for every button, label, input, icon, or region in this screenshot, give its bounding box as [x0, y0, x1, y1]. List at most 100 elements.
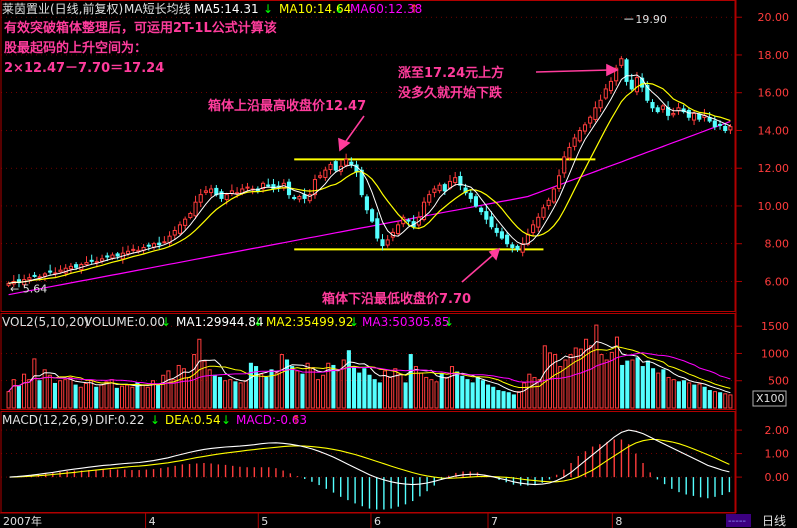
volume-bar	[429, 379, 434, 409]
volume-bar	[702, 386, 707, 409]
scroll-thumb[interactable]	[726, 514, 751, 527]
ma5-value: MA5:14.31	[194, 2, 259, 16]
candle-body	[245, 186, 250, 189]
volume-bar	[284, 359, 290, 409]
volume-bar	[413, 366, 418, 409]
volume-bar	[491, 386, 496, 409]
ma5-down-arrow-icon: ↓	[263, 2, 273, 16]
volume-bar	[388, 376, 393, 409]
volume-bar	[326, 362, 331, 409]
scroll-thumb-dash: -----	[728, 516, 746, 527]
candle-body	[100, 258, 105, 262]
volume-bar	[212, 374, 217, 409]
candle-body	[219, 191, 224, 199]
volume-bar	[228, 379, 233, 409]
candle-body	[473, 196, 479, 207]
volume-bar	[37, 380, 42, 409]
vol-indicator-name: VOL2(5,10,20)	[2, 315, 89, 329]
candle-body	[567, 146, 572, 159]
volume-bar	[444, 376, 449, 409]
volume-bar	[382, 370, 388, 409]
volume-bar	[58, 380, 63, 409]
volume-bar	[687, 382, 692, 409]
candle-body	[577, 129, 582, 142]
candle-body	[110, 254, 115, 259]
volume-bar	[542, 345, 547, 409]
candle-body	[676, 107, 681, 112]
candle-body	[671, 112, 676, 116]
volume-bar	[99, 384, 104, 409]
macd-dif-down-arrow-icon: ↓	[150, 413, 160, 427]
volume-bar	[470, 382, 475, 409]
candle-body	[183, 218, 188, 226]
candle-body	[105, 255, 110, 258]
candle-body	[375, 218, 380, 239]
volume-bar	[321, 374, 326, 409]
candle-body	[406, 219, 411, 222]
candle-body	[629, 79, 634, 90]
candle-body	[271, 184, 276, 190]
stock-name: 莱茵置业(日线,前复权)	[2, 1, 123, 16]
candle-body	[146, 244, 151, 247]
candle-body	[328, 163, 333, 171]
volume-bar	[63, 379, 68, 409]
volume-bar	[723, 393, 728, 409]
volume-bar	[73, 384, 78, 409]
low-price-label: ← 5.64	[10, 282, 47, 295]
candle-body	[531, 224, 536, 234]
macd-dea-value: DEA:0.54	[165, 413, 221, 427]
volume-bar	[424, 376, 429, 409]
candle-body	[515, 245, 520, 250]
volume-bar	[681, 380, 687, 409]
volume-bar	[609, 351, 614, 409]
volume-bar	[16, 385, 21, 409]
price-tick-label: 18.00	[758, 49, 790, 62]
annotations: 有效突破箱体整理后，可运用2T-1L公式计算该 股最起码的上升空间为： 2×12…	[4, 20, 504, 307]
price-tick-label: 12.00	[758, 162, 790, 175]
volume-bar	[42, 369, 47, 409]
volume-bar	[202, 360, 207, 409]
volume-bar	[238, 382, 243, 409]
volume-bar	[640, 366, 645, 409]
candle-body	[318, 175, 323, 178]
period-label[interactable]: 日线	[762, 514, 786, 528]
candle-body	[437, 184, 442, 192]
candle-body	[520, 243, 525, 253]
volume-bar	[125, 384, 130, 409]
vol-volume-value: VOLUME:0.00	[84, 315, 165, 329]
candle-body	[541, 207, 546, 218]
candle-body	[42, 273, 48, 277]
volume-bar	[563, 359, 568, 409]
volume-bar	[547, 352, 553, 409]
volume-bar	[522, 382, 527, 409]
volume-bar	[223, 380, 228, 409]
volume-bar	[362, 368, 367, 409]
price-tick-label: 8.00	[765, 238, 790, 251]
volume-bar	[351, 366, 357, 409]
volume-bar	[145, 386, 150, 409]
macd-hist-up-arrow-icon: ↑	[291, 413, 301, 427]
candle-body	[27, 277, 32, 281]
volume-bar	[130, 386, 135, 409]
candle-body	[619, 58, 624, 66]
dea-polyline	[9, 438, 730, 483]
candle-body	[650, 102, 655, 109]
volume-bar	[346, 350, 351, 409]
volume-bar	[207, 369, 212, 409]
candle-body	[364, 196, 369, 211]
volume-bar	[310, 367, 315, 409]
candle-body	[572, 137, 577, 147]
candle-body	[655, 107, 660, 113]
month-label: 8	[615, 515, 622, 528]
candle-body	[489, 216, 494, 228]
volume-bar	[511, 394, 516, 409]
candle-body	[349, 161, 354, 165]
volume-bar	[707, 390, 712, 409]
candle-body	[370, 209, 375, 222]
candle-body	[74, 264, 79, 268]
volume-bar	[589, 345, 594, 409]
volume-bar	[295, 370, 300, 409]
high-price-label: 19.90	[635, 13, 667, 26]
month-label: 4	[149, 515, 156, 528]
year-label: 2007年	[3, 514, 42, 528]
